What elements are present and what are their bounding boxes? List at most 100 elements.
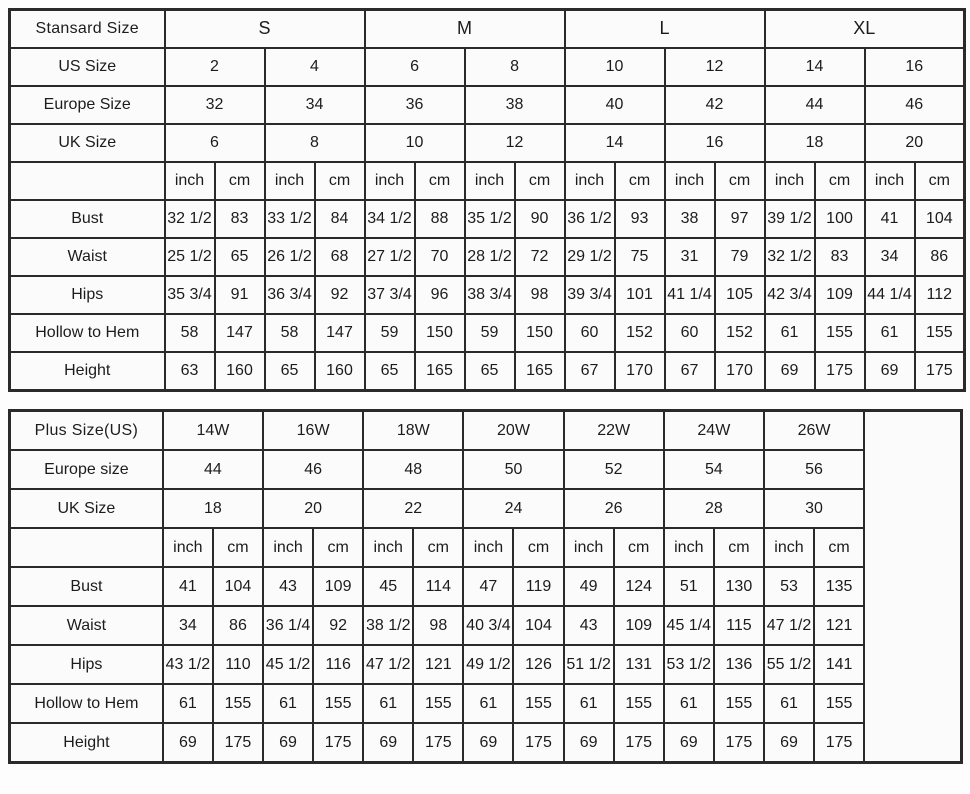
value-cell: 147 (313, 313, 366, 353)
value-cell: 28 1/2 (463, 237, 516, 277)
value-cell: 147 (213, 313, 266, 353)
value-cell: 155 (712, 683, 765, 724)
size-row: US Size 2 4 6 8 10 12 14 16 (8, 47, 966, 87)
value-cell: 61 (562, 683, 615, 724)
value-cell: 114 (412, 566, 465, 607)
value-cell: 155 (913, 313, 966, 353)
size-cell: 16 (663, 123, 766, 163)
unit-cell: cm (213, 161, 266, 201)
value-cell: 34 (863, 237, 916, 277)
value-cell: 27 1/2 (363, 237, 416, 277)
size-cell: 2 (163, 47, 266, 87)
size-cell: 4 (263, 47, 366, 87)
unit-cell: inch (463, 161, 516, 201)
value-cell: 26 1/2 (263, 237, 316, 277)
unit-cell: inch (563, 161, 616, 201)
unit-cell: inch (362, 527, 415, 568)
value-cell: 60 (663, 313, 716, 353)
value-cell: 109 (312, 566, 365, 607)
value-cell: 29 1/2 (563, 237, 616, 277)
value-cell: 32 1/2 (163, 199, 216, 239)
value-cell: 65 (363, 351, 416, 392)
size-cell: 44 (763, 85, 866, 125)
size-cell: 6 (363, 47, 466, 87)
size-cell: 46 (261, 449, 365, 490)
value-cell: 175 (412, 722, 465, 764)
value-cell: 32 1/2 (763, 237, 816, 277)
size-cell: 14 (563, 123, 666, 163)
value-cell: 136 (712, 644, 765, 685)
standard-size-table-container: Stansard Size S M L XL US Size 2 4 6 8 10 12 14 16 Eur… (8, 8, 967, 392)
value-cell: 101 (613, 275, 666, 315)
value-cell: 34 1/2 (363, 199, 416, 239)
value-cell: 60 (563, 313, 616, 353)
unit-cell: cm (613, 161, 666, 201)
size-group-header: 16W (261, 409, 365, 451)
value-cell: 90 (513, 199, 566, 239)
value-cell: 124 (612, 566, 665, 607)
value-cell: 41 (161, 566, 214, 607)
value-cell: 79 (713, 237, 766, 277)
measurement-row: Hips 43 1/2 110 45 1/2 116 47 1/2 121 49 1/2 126… (8, 644, 962, 685)
value-cell: 126 (512, 644, 565, 685)
size-cell: 22 (362, 488, 465, 529)
size-cell: 36 (363, 85, 466, 125)
value-cell: 36 3/4 (263, 275, 316, 315)
size-row: UK Size 6 8 10 12 14 16 18 20 (8, 123, 966, 163)
measurement-row: Hollow to Hem 58 147 58 147 59 150 59 150 60 152 60… (8, 313, 966, 353)
value-cell: 109 (612, 605, 665, 646)
value-cell: 97 (713, 199, 766, 239)
value-cell: 58 (163, 313, 216, 353)
unit-cell: cm (312, 527, 365, 568)
value-cell: 45 1/4 (662, 605, 715, 646)
value-cell: 175 (512, 722, 565, 764)
value-cell: 67 (563, 351, 616, 392)
value-cell: 92 (313, 275, 366, 315)
row-label: Height (8, 722, 164, 764)
size-cell: 20 (863, 123, 966, 163)
size-cell: 30 (762, 488, 866, 529)
measurement-row: Bust 41 104 43 109 45 114 47 119 49 124 51 130 53 135 (8, 566, 962, 607)
value-cell: 68 (313, 237, 366, 277)
value-cell: 150 (513, 313, 566, 353)
value-cell: 36 1/4 (261, 605, 315, 646)
value-cell: 47 (462, 566, 515, 607)
row-label: Bust (8, 566, 164, 607)
value-cell: 61 (261, 683, 315, 724)
size-cell: 54 (662, 449, 765, 490)
unit-cell: inch (863, 161, 916, 201)
value-cell: 59 (363, 313, 416, 353)
value-cell: 69 (161, 722, 214, 764)
row-label: Europe size (8, 449, 164, 490)
value-cell: 155 (211, 683, 265, 724)
size-cell: 56 (762, 449, 866, 490)
row-label: Waist (8, 605, 164, 646)
value-cell: 31 (663, 237, 716, 277)
value-cell: 43 (562, 605, 615, 646)
size-cell: 12 (463, 123, 566, 163)
row-label: Hollow to Hem (8, 683, 164, 724)
value-cell: 109 (813, 275, 866, 315)
value-cell: 84 (313, 199, 366, 239)
value-cell: 45 1/2 (261, 644, 315, 685)
row-label: Bust (8, 199, 166, 239)
value-cell: 121 (412, 644, 465, 685)
corner-label: Plus Size(US) (8, 409, 164, 451)
value-cell: 75 (613, 237, 666, 277)
unit-row: inch cm inch cm inch cm inch cm inch cm inch cm inch… (8, 161, 966, 201)
value-cell: 49 (562, 566, 615, 607)
value-cell: 155 (412, 683, 465, 724)
value-cell: 39 3/4 (563, 275, 616, 315)
value-cell: 38 3/4 (463, 275, 516, 315)
unit-cell: cm (313, 161, 366, 201)
size-group-header: 22W (562, 409, 665, 451)
row-label: Europe Size (8, 85, 166, 125)
value-cell: 130 (712, 566, 765, 607)
value-cell: 152 (713, 313, 766, 353)
value-cell: 105 (713, 275, 766, 315)
unit-cell: inch (363, 161, 416, 201)
size-row: UK Size 18 20 22 24 26 28 30 (8, 488, 962, 529)
value-cell: 155 (612, 683, 665, 724)
measurement-row: Height 69 175 69 175 69 175 69 175 69 175 69 175 69 17… (8, 722, 962, 764)
